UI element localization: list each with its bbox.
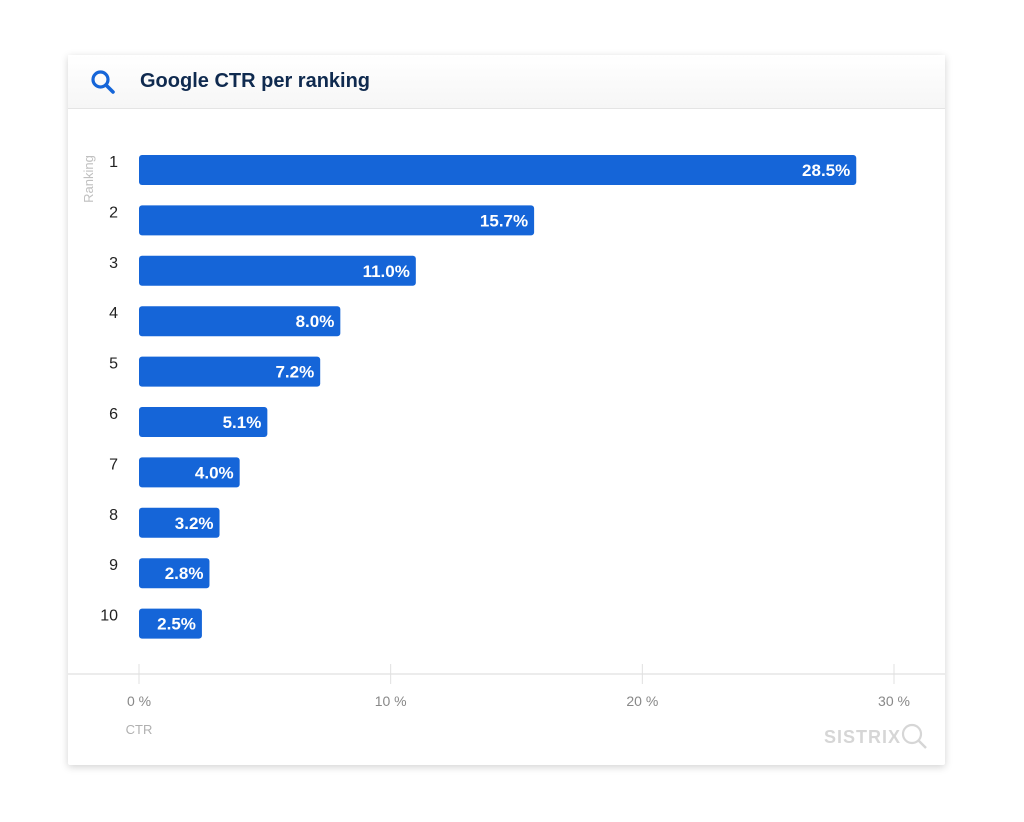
- watermark-search-icon: [901, 723, 927, 749]
- data-label: 4.0%: [195, 463, 234, 482]
- category-label: 1: [109, 154, 118, 171]
- x-axis-label: CTR: [126, 722, 153, 737]
- data-label: 11.0%: [363, 262, 410, 281]
- data-label: 7.2%: [275, 363, 314, 382]
- category-label: 4: [109, 305, 118, 322]
- category-label: 2: [109, 204, 118, 221]
- chart-title: Google CTR per ranking: [140, 70, 371, 92]
- search-icon: [90, 69, 116, 100]
- bar: [139, 407, 268, 437]
- watermark-text: SISTRIX: [823, 726, 901, 747]
- bar: [139, 608, 202, 639]
- data-label: 2.8%: [165, 564, 204, 583]
- x-tick-label: 10 %: [375, 693, 407, 709]
- category-label: 6: [109, 406, 118, 423]
- bar: [139, 457, 240, 488]
- data-label: 15.7%: [480, 211, 528, 230]
- category-label: 10: [100, 608, 118, 625]
- data-label: 8.0%: [296, 312, 335, 331]
- bar: [139, 507, 220, 538]
- category-label: 7: [109, 456, 118, 473]
- category-label: 8: [109, 507, 118, 524]
- bar: [139, 356, 321, 387]
- data-label: 28.5%: [802, 161, 850, 180]
- bar: [139, 306, 341, 337]
- sistrix-watermark: SISTRIX: [824, 723, 929, 751]
- x-tick-label: 0 %: [127, 693, 151, 709]
- x-tick-label: 30 %: [878, 693, 910, 709]
- y-axis-label: Ranking: [81, 155, 96, 203]
- data-label: 5.1%: [223, 413, 262, 432]
- x-tick-label: 20 %: [626, 693, 658, 709]
- data-label: 2.5%: [157, 615, 196, 634]
- bar: [139, 558, 210, 589]
- bar-chart: Ranking 1 28.5% 2 15.7% 3 11.0% 4 8.0% 5 7.2% 6 5.1%…: [68, 154, 945, 737]
- bar: [139, 205, 535, 236]
- data-label: 3.2%: [175, 514, 214, 533]
- category-label: 5: [109, 356, 118, 373]
- chart-card: Google CTR per ranking Ranking 1 28.5% 2 15.…: [68, 55, 945, 765]
- card-header: Google CTR per ranking: [68, 55, 945, 109]
- category-label: 3: [109, 255, 118, 272]
- category-label: 9: [109, 557, 118, 574]
- bar: [139, 255, 416, 286]
- bar: [139, 155, 857, 185]
